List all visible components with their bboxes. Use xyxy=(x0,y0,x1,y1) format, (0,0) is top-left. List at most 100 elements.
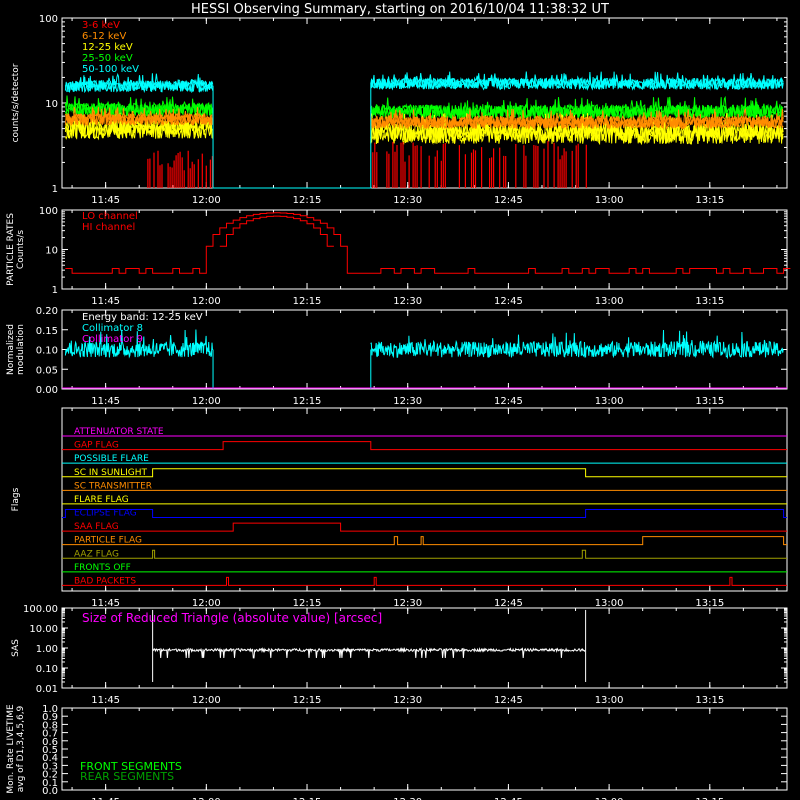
panel-modulation: 11:45 12:00 12:15 12:30 12:45 13:00 13:15 0.00 0… xyxy=(6,306,788,407)
legend-header: Energy band: 12-25 keV xyxy=(82,312,203,323)
x-tick-label: 12:30 xyxy=(393,296,422,307)
x-tick-label: 13:00 xyxy=(595,296,624,307)
legend-entry: Size of Reduced Triangle (absolute value… xyxy=(82,611,382,625)
y-tick-label: 0.10 xyxy=(36,346,58,357)
legend-entry: HI channel xyxy=(82,222,135,233)
panels-group: 11:45 12:00 12:15 12:30 12:45 13:00 13:1511010… xyxy=(6,14,791,800)
flag-label: SC TRANSMITTER xyxy=(74,481,152,491)
x-tick-label: 13:00 xyxy=(595,195,624,206)
flag-label: ECLIPSE FLAG xyxy=(74,509,137,519)
y-axis-label: avg of D1,3,4,5,6,9 xyxy=(16,705,26,792)
y-tick-label: 1.00 xyxy=(36,644,58,655)
x-tick-label: 12:15 xyxy=(293,396,322,407)
flag-label: POSSIBLE FLARE xyxy=(74,454,149,464)
y-tick-label: 10 xyxy=(45,99,58,110)
series-3-6-keV xyxy=(147,150,213,188)
y-tick-label: 0.5 xyxy=(42,745,58,756)
x-tick-label: 13:15 xyxy=(695,195,724,206)
flag-label: GAP FLAG xyxy=(74,441,119,451)
x-tick-label: 13:00 xyxy=(595,695,624,706)
x-tick-label: 13:00 xyxy=(595,396,624,407)
x-tick-label: 13:00 xyxy=(595,598,624,609)
y-axis-label: Flags xyxy=(11,487,21,511)
y-axis-label: Normalized xyxy=(6,324,16,375)
x-tick-label: 12:15 xyxy=(293,598,322,609)
x-tick-label: 12:45 xyxy=(494,396,523,407)
x-tick-label: 13:15 xyxy=(695,797,724,800)
y-tick-label: 0.9 xyxy=(42,712,58,723)
flag-label: SC IN SUNLIGHT xyxy=(74,468,148,478)
x-tick-label: 12:45 xyxy=(494,195,523,206)
y-tick-label: 10 xyxy=(45,246,58,257)
x-tick-label: 13:15 xyxy=(695,598,724,609)
x-tick-label: 13:15 xyxy=(695,695,724,706)
series-12-25-keV xyxy=(64,111,214,140)
x-tick-label: 12:00 xyxy=(192,797,221,800)
flag-line xyxy=(62,468,787,478)
x-tick-label: 11:45 xyxy=(91,296,120,307)
x-tick-label: 12:15 xyxy=(293,695,322,706)
x-tick-label: 11:45 xyxy=(91,396,120,407)
y-axis-label: counts/s/detector xyxy=(11,63,21,142)
x-tick-label: 12:00 xyxy=(192,598,221,609)
y-tick-label: 0.10 xyxy=(36,664,58,675)
y-axis-label: Counts/s xyxy=(16,230,26,269)
y-tick-label: 1 xyxy=(52,184,58,195)
y-axis-label: modulation xyxy=(16,324,26,375)
legend-entry: 50-100 keV xyxy=(82,64,139,75)
x-tick-label: 12:00 xyxy=(192,396,221,407)
x-tick-label: 12:30 xyxy=(393,797,422,800)
y-axis-label: SAS xyxy=(11,639,21,657)
y-tick-label: 0.1 xyxy=(42,778,58,789)
flag-label: AAZ FLAG xyxy=(74,549,119,559)
flag-label: FRONTS OFF xyxy=(74,563,131,573)
y-tick-label: 100 xyxy=(39,206,58,217)
legend-entry: FRONT SEGMENTS xyxy=(80,760,182,773)
series-collimator-8-gap xyxy=(212,349,372,389)
x-tick-label: 12:15 xyxy=(293,195,322,206)
panel-particle: 11:45 12:00 12:15 12:30 12:45 13:00 13:15 1 10 10… xyxy=(6,206,791,307)
y-tick-label: 0.05 xyxy=(36,365,58,376)
y-tick-label: 0.01 xyxy=(36,684,58,695)
x-tick-label: 12:45 xyxy=(494,598,523,609)
series-3-6-keV xyxy=(372,141,587,188)
x-tick-label: 12:15 xyxy=(293,797,322,800)
legend-entry: REAR SEGMENTS xyxy=(80,770,174,783)
x-tick-label: 12:30 xyxy=(393,598,422,609)
panel-frame-flags xyxy=(61,407,788,592)
y-tick-label: 100 xyxy=(39,14,58,25)
series-50-100-keV xyxy=(64,75,214,94)
panel-counts: 11:45 12:00 12:15 12:30 12:45 13:00 13:15 1 10 10… xyxy=(11,14,788,206)
x-tick-label: 12:45 xyxy=(494,797,523,800)
x-tick-label: 11:45 xyxy=(91,695,120,706)
flag-label: PARTICLE FLAG xyxy=(74,536,142,546)
x-tick-label: 13:00 xyxy=(595,797,624,800)
flag-label: ATTENUATOR STATE xyxy=(74,427,164,437)
flag-line xyxy=(62,441,787,451)
x-tick-label: 11:45 xyxy=(91,797,120,800)
flag-line xyxy=(62,576,787,586)
y-axis-label: PARTICLE RATES xyxy=(6,213,16,286)
y-tick-label: 0.8 xyxy=(42,720,58,731)
y-tick-label: 1 xyxy=(52,285,58,296)
series-collimator-8 xyxy=(370,329,784,360)
series-hi-channel xyxy=(219,215,334,247)
flag-label: SAA FLAG xyxy=(74,522,119,532)
x-tick-label: 12:00 xyxy=(192,195,221,206)
panel-livetime: 11:4512:0012:1512:3012:4513:0013:150.00.… xyxy=(6,704,788,800)
y-axis-label: Mon. Rate LIVETIME xyxy=(6,704,16,794)
flag-line xyxy=(62,549,787,559)
x-tick-label: 12:00 xyxy=(192,695,221,706)
flag-line xyxy=(62,509,787,518)
y-tick-label: 0.2 xyxy=(42,770,58,781)
x-tick-label: 12:45 xyxy=(494,695,523,706)
x-tick-label: 12:45 xyxy=(494,296,523,307)
series-collimator-8 xyxy=(64,329,213,359)
y-tick-label: 0.0 xyxy=(42,786,58,797)
flag-line xyxy=(62,536,787,546)
x-tick-label: 11:45 xyxy=(91,598,120,609)
x-tick-label: 12:30 xyxy=(393,396,422,407)
series-12-25-keV xyxy=(370,113,784,146)
x-tick-label: 12:30 xyxy=(393,695,422,706)
